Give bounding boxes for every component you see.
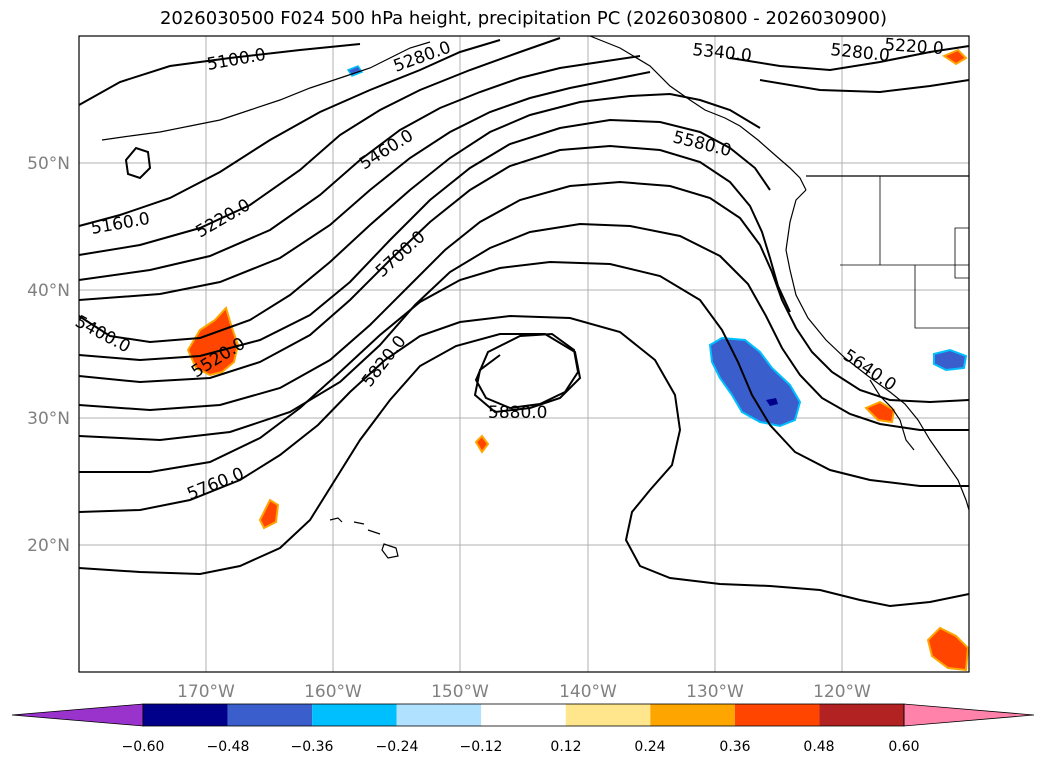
colorbar-segment [143, 704, 228, 726]
colorbar-tick: 0.60 [888, 739, 919, 755]
lon-label: 120°W [813, 682, 871, 702]
precip-positive-area-southeast [926, 626, 970, 672]
contour-5400 [78, 92, 761, 344]
map-title: 2026030500 F024 500 hPa height, precipit… [159, 8, 888, 29]
colorbar-segment [650, 704, 735, 726]
lat-label: 20°N [27, 536, 70, 556]
precip-negative-area-inland [933, 348, 968, 372]
contour-5340 [78, 71, 651, 301]
contour-5700 [79, 260, 969, 487]
colorbar-tick: 0.24 [634, 739, 665, 755]
lat-label: 50°N [27, 154, 70, 174]
contour-5280 [78, 55, 641, 281]
colorbar-tick: −0.60 [122, 739, 165, 755]
colorbar-segment [312, 704, 397, 726]
colorbar-tick: −0.24 [376, 739, 419, 755]
colorbar [11, 703, 1035, 727]
contour-closed-low [124, 146, 152, 180]
contour-5100 [78, 43, 361, 106]
us-state-lines [840, 176, 970, 329]
colorbar-segment [819, 704, 904, 726]
lon-label: 170°W [177, 682, 235, 702]
hawaii-islands [329, 517, 399, 559]
lon-label: 130°W [686, 682, 744, 702]
contour-5220 [78, 37, 561, 256]
colorbar-segment [481, 704, 566, 726]
colorbar-ticks: −0.60 −0.48 −0.36 −0.24 −0.12 0.12 0.24 … [122, 739, 920, 755]
contour-5820 [78, 333, 582, 576]
precip-shading [186, 48, 970, 672]
height-contours [78, 37, 970, 608]
colorbar-extend-min [11, 703, 144, 727]
contour-5160 [78, 39, 501, 227]
precip-positive-small-1 [474, 434, 490, 454]
lon-label: 160°W [304, 682, 362, 702]
contour-5280-east [729, 45, 970, 72]
lat-label: 40°N [27, 281, 70, 301]
contour-5580 [78, 180, 970, 412]
latitude-labels: 50°N 40°N 30°N 20°N [27, 154, 70, 556]
precip-negative-core [766, 398, 778, 406]
colorbar-segment [565, 704, 651, 726]
contour-5520 [78, 144, 791, 384]
colorbar-extend-max [903, 703, 1035, 727]
precip-positive-area-baja [864, 400, 896, 424]
lon-label: 150°W [431, 682, 489, 702]
colorbar-segment [227, 704, 313, 726]
colorbar-tick: −0.36 [291, 739, 334, 755]
north-america-west-coast [785, 189, 970, 511]
colorbar-tick: −0.48 [207, 739, 250, 755]
aleutian-islands [101, 41, 431, 141]
lon-label: 140°W [559, 682, 617, 702]
colorbar-tick: −0.12 [460, 739, 503, 755]
map-frame [78, 35, 970, 673]
precip-positive-area-south [258, 498, 280, 530]
contour-5640 [78, 222, 969, 442]
coastlines [101, 35, 970, 559]
contour-5880 [474, 332, 580, 410]
colorbar-frame [142, 703, 905, 727]
longitude-labels: 170°W 160°W 150°W 140°W 130°W 120°W [177, 682, 871, 702]
alaska-coast [589, 35, 807, 191]
contour-5760 [78, 314, 970, 608]
precip-positive-corner [941, 48, 968, 66]
contour-5340-east [759, 79, 970, 94]
colorbar-tick: 0.36 [719, 739, 750, 755]
colorbar-tick: 0.48 [803, 739, 834, 755]
colorbar-segment [734, 704, 820, 726]
contour-label: 5880.0 [488, 403, 547, 423]
colorbar-segment [396, 704, 482, 726]
baja-coast [869, 379, 915, 451]
contour-label: 5220.0 [884, 35, 945, 59]
contour-5460 [78, 118, 771, 362]
colorbar-tick: 0.12 [550, 739, 581, 755]
gridlines [79, 36, 969, 672]
lat-label: 30°N [27, 409, 70, 429]
